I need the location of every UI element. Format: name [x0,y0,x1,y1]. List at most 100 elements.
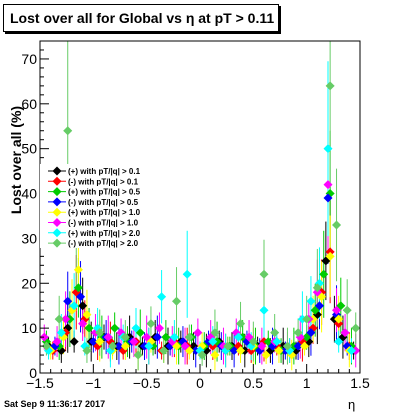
x-tick-labels: −1.5 −1 −0.5 0 0.5 1 1.5 [26,375,370,391]
data-point [76,292,86,302]
x-tick-label: −1.5 [26,375,54,391]
data-point [73,265,83,275]
data-point [236,346,246,356]
data-point [154,323,164,333]
data-point [95,337,105,347]
data-point [161,332,171,342]
y-tick-label: 60 [21,96,37,112]
data-point [88,337,98,347]
data-point [293,341,303,351]
data-point [172,296,182,306]
y-tick-label: 0 [29,365,37,381]
data-point [129,337,139,347]
data-point [197,350,207,360]
y-tick-label: 40 [21,186,37,202]
data-point [306,328,316,338]
data-markers [39,81,361,360]
data-point [325,251,335,261]
data-point [302,314,312,324]
data-point [274,346,284,356]
data-point [69,301,79,311]
data-point [270,328,280,338]
data-point [334,337,344,347]
data-point [78,301,88,311]
y-tick-label: 20 [21,275,37,291]
data-point [236,319,246,329]
data-point [131,323,141,333]
data-point [182,269,192,279]
data-point [314,301,324,311]
legend-label: (-) with pT/|q| > 0.1 [68,177,139,186]
data-point [210,328,220,338]
data-point [342,305,352,315]
data-point [233,332,243,342]
legend-marker [52,176,62,186]
data-point [61,314,71,324]
legend-label: (+) with pT/|q| > 1.0 [68,208,141,217]
data-point [73,283,83,293]
data-point [114,341,124,351]
data-point [346,346,356,356]
data-point [312,283,322,293]
data-point [54,314,64,324]
data-point [52,337,62,347]
data-point [259,269,269,279]
legend-label: (+) with pT/|q| > 0.5 [68,188,141,197]
data-point [169,332,179,342]
data-point [142,332,152,342]
legend: (+) with pT/|q| > 0.1(-) with pT/|q| > 0… [40,164,158,248]
data-point [319,269,329,279]
data-point [95,328,105,338]
y-axis-label: Lost over all (%) [8,106,24,214]
data-point [78,319,88,329]
data-point [261,350,271,360]
x-tick-label: 1 [303,375,311,391]
data-point [103,332,113,342]
data-point [282,341,292,351]
data-point [300,341,310,351]
legend-label: (-) with pT/|q| > 2.0 [68,239,139,248]
data-point [133,350,143,360]
data-point [63,296,73,306]
data-point [325,81,335,91]
timestamp: Sat Sep 9 11:36:17 2017 [4,399,106,409]
y-tick-labels: 0 10 20 30 40 50 60 70 [21,51,37,381]
data-point [193,328,203,338]
data-point [69,337,79,347]
data-point [210,350,220,360]
y-tick-label: 50 [21,141,37,157]
data-point [63,126,73,136]
y-tick-label: 10 [21,320,37,336]
data-point [259,305,269,315]
data-point [110,323,120,333]
data-point [146,319,156,329]
y-tick-label: 30 [21,230,37,246]
data-point [351,323,361,333]
data-point [180,341,190,351]
data-point [82,310,92,320]
data-point [108,341,118,351]
data-point [332,220,342,230]
data-point [120,332,130,342]
x-axis-label: η [348,397,356,412]
data-point [120,341,130,351]
data-point [41,341,51,351]
legend-marker [52,166,62,176]
legend-label: (-) with pT/|q| > 1.0 [68,219,139,228]
data-point [39,332,49,342]
data-point [84,323,94,333]
data-point [334,314,344,324]
legend-marker [52,207,62,217]
legend-marker [52,218,62,227]
x-tick-label: −0.5 [133,375,161,391]
data-point [272,337,282,347]
data-point [323,180,333,190]
x-tick-label: 1.5 [350,375,370,391]
data-point [223,341,233,351]
data-point [82,346,92,356]
data-point [56,328,66,338]
data-point [63,323,73,333]
x-tick-label: 0 [196,375,204,391]
data-point [332,305,342,315]
